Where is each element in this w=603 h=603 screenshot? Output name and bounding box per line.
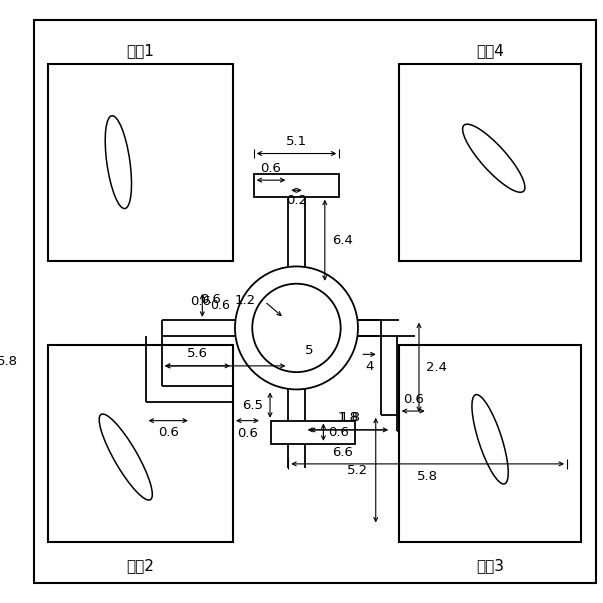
Text: 0.6: 0.6 (260, 162, 282, 175)
Text: 6.5: 6.5 (242, 399, 263, 411)
Text: 6.4: 6.4 (332, 234, 353, 247)
Text: 5.8: 5.8 (417, 470, 438, 482)
Text: 单元4: 单元4 (476, 43, 504, 58)
Bar (399, 64, 581, 260)
Text: 4: 4 (365, 360, 374, 373)
Bar (48, 345, 233, 541)
Text: 0.6: 0.6 (190, 295, 211, 308)
Text: 0.6: 0.6 (158, 426, 178, 440)
Text: 2.4: 2.4 (426, 361, 447, 374)
Text: 单元3: 单元3 (476, 558, 504, 573)
Text: 0.6: 0.6 (403, 393, 424, 406)
Bar (399, 345, 581, 541)
Text: 0.6: 0.6 (210, 299, 230, 312)
Text: 0.2: 0.2 (286, 194, 307, 207)
Text: 单元2: 单元2 (127, 558, 154, 573)
Text: 0.6: 0.6 (237, 428, 258, 440)
Text: 6.6: 6.6 (332, 446, 353, 459)
Text: 1.2: 1.2 (235, 294, 256, 307)
Bar (271, 421, 355, 444)
Text: 单元1: 单元1 (127, 43, 154, 58)
Bar (48, 64, 233, 260)
Text: 5.1: 5.1 (286, 134, 307, 148)
Text: 5.8: 5.8 (0, 355, 18, 368)
Text: 1.8: 1.8 (339, 411, 361, 424)
Text: 0.6: 0.6 (201, 293, 221, 306)
Text: 1.8: 1.8 (338, 411, 358, 424)
Text: 5: 5 (305, 344, 314, 358)
Bar (254, 174, 339, 197)
Text: 5.2: 5.2 (347, 464, 368, 476)
Text: 5.6: 5.6 (187, 347, 208, 360)
Text: 0.6: 0.6 (328, 426, 349, 439)
